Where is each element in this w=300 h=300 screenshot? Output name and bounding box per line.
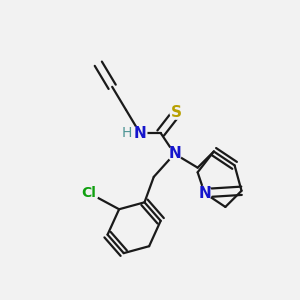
Text: N: N — [134, 125, 146, 140]
Text: H: H — [122, 126, 132, 140]
Text: Cl: Cl — [82, 186, 97, 200]
Circle shape — [80, 184, 98, 202]
Circle shape — [168, 147, 182, 161]
Text: S: S — [171, 105, 182, 120]
Text: N: N — [198, 186, 211, 201]
Circle shape — [170, 105, 184, 119]
Text: N: N — [168, 146, 181, 161]
Circle shape — [198, 186, 212, 200]
Circle shape — [133, 126, 147, 140]
